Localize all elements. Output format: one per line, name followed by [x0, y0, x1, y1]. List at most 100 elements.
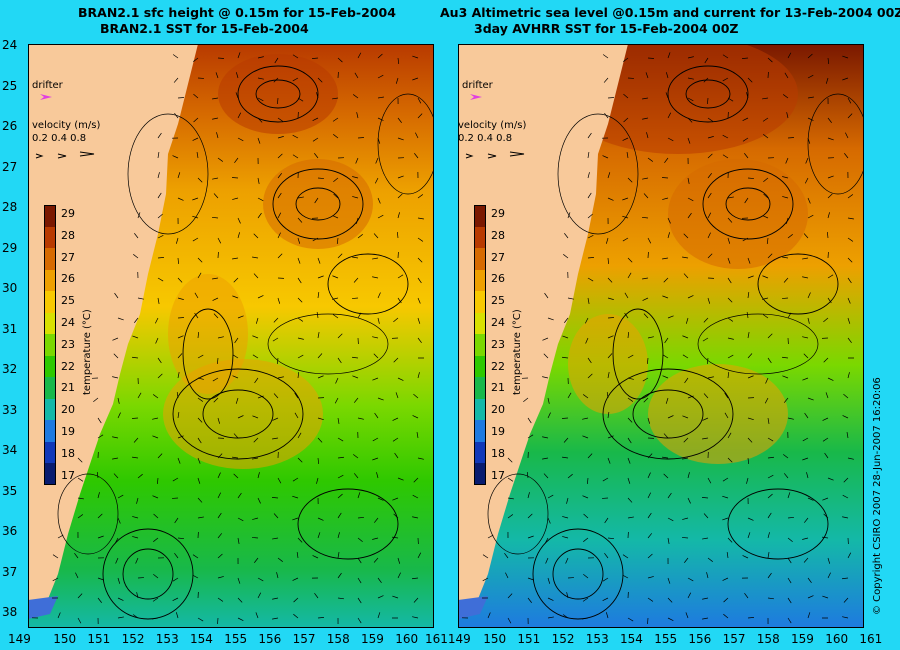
current-vector: [412, 77, 419, 81]
current-vector: [356, 112, 359, 119]
current-vector: [357, 234, 363, 239]
current-vector: [647, 597, 654, 602]
current-vector: [374, 412, 379, 419]
current-vector: [607, 317, 615, 319]
current-vector: [642, 117, 649, 120]
current-vector: [767, 532, 770, 539]
current-vector: [804, 517, 809, 523]
current-vector: [372, 537, 379, 540]
current-vector: [117, 597, 124, 601]
current-vector: [177, 172, 181, 179]
current-vector: [827, 193, 833, 199]
current-vector: [547, 412, 551, 419]
current-vector: [97, 535, 104, 539]
current-vector: [337, 417, 340, 424]
current-vector: [177, 277, 183, 283]
colorbar-label-right: temperature (°C): [512, 309, 523, 395]
current-vector: [823, 357, 829, 363]
colorbar-tick-label: 18: [491, 446, 505, 460]
current-vector: [627, 257, 633, 263]
sea-level-contour: [327, 253, 409, 315]
current-vector: [747, 375, 754, 379]
current-vector: [723, 613, 729, 619]
current-vector: [823, 317, 829, 323]
current-vector: [174, 517, 179, 524]
current-vector: [194, 292, 199, 299]
x-tick-label-right: 150: [483, 632, 507, 646]
current-vector: [377, 612, 381, 619]
current-vector: [626, 152, 629, 159]
current-vector: [606, 237, 609, 244]
current-vector: [132, 614, 139, 619]
current-vector: [397, 557, 401, 564]
current-vector: [587, 477, 589, 485]
current-vector: [417, 97, 422, 104]
current-vector: [781, 297, 789, 299]
current-vector: [682, 354, 689, 359]
current-vector: [482, 577, 489, 582]
current-vector: [253, 273, 259, 279]
left-map-svg: [28, 44, 434, 628]
current-vector: [251, 537, 259, 539]
current-vector: [157, 277, 164, 282]
current-vector: [296, 552, 299, 559]
current-vector: [663, 433, 669, 439]
current-vector: [352, 94, 359, 99]
current-vector: [152, 495, 159, 499]
current-vector: [662, 456, 669, 459]
current-vector: [132, 456, 139, 459]
current-vector: [667, 315, 674, 319]
current-vector: [232, 456, 239, 459]
current-vector: [397, 572, 401, 579]
current-vector: [764, 397, 769, 404]
current-vector: [647, 417, 651, 424]
current-vector: [682, 256, 689, 259]
current-vector: [847, 297, 851, 304]
current-vector: [847, 317, 851, 324]
current-vector: [842, 516, 849, 519]
current-vector: [197, 257, 203, 263]
current-vector: [787, 137, 795, 139]
current-vector: [292, 154, 299, 159]
current-vector: [112, 457, 119, 460]
sea-level-contour: [57, 473, 119, 555]
current-vector: [507, 514, 514, 519]
colorbar-swatch: [44, 269, 56, 292]
current-vector: [377, 317, 380, 324]
current-vector: [213, 397, 219, 403]
current-vector: [722, 77, 729, 82]
x-tick-label-left: 151: [87, 632, 111, 646]
current-vector: [507, 593, 513, 599]
current-vector: [235, 92, 239, 99]
current-vector: [641, 216, 649, 219]
current-vector: [642, 177, 649, 180]
current-vector: [352, 176, 359, 179]
current-vector: [97, 417, 102, 424]
current-vector: [177, 537, 185, 540]
current-vector: [197, 437, 202, 444]
current-vector: [762, 97, 769, 100]
left-map-panel: [28, 44, 434, 628]
current-vector: [197, 397, 204, 402]
current-vector: [117, 577, 121, 584]
current-vector: [115, 557, 119, 564]
current-vector: [724, 412, 729, 419]
current-vector: [212, 277, 219, 280]
current-vector: [747, 617, 755, 619]
current-vector: [316, 312, 319, 319]
current-vector: [707, 253, 713, 259]
current-vector: [174, 552, 179, 559]
current-vector: [527, 597, 532, 603]
current-vector: [607, 372, 610, 379]
current-vector: [177, 197, 184, 201]
colorbar-tick-label: 26: [491, 272, 505, 286]
x-tick-label-left-start: 149: [8, 632, 31, 646]
current-vector: [827, 377, 834, 381]
current-vector: [607, 257, 609, 265]
current-vector: [356, 217, 359, 224]
current-vector: [353, 454, 359, 459]
current-vector: [357, 492, 361, 499]
current-vector: [767, 597, 774, 600]
y-tick-label: 35: [2, 483, 18, 498]
current-vector: [373, 353, 379, 359]
